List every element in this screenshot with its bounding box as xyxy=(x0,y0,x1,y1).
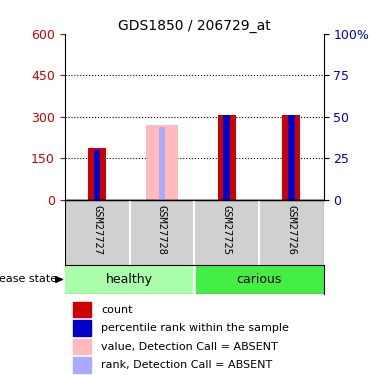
Bar xyxy=(73,321,91,336)
Title: GDS1850 / 206729_at: GDS1850 / 206729_at xyxy=(118,19,270,33)
Bar xyxy=(159,127,165,200)
Text: percentile rank within the sample: percentile rank within the sample xyxy=(101,323,289,333)
Text: count: count xyxy=(101,304,132,315)
Bar xyxy=(218,115,236,200)
Text: GSM27727: GSM27727 xyxy=(92,205,102,255)
Bar xyxy=(288,115,295,200)
Bar xyxy=(145,125,178,200)
Bar xyxy=(73,339,91,354)
Text: rank, Detection Call = ABSENT: rank, Detection Call = ABSENT xyxy=(101,360,272,370)
Bar xyxy=(88,148,106,200)
Bar xyxy=(73,302,91,317)
Bar xyxy=(73,357,91,373)
Text: disease state: disease state xyxy=(0,274,57,285)
Bar xyxy=(94,150,100,200)
Bar xyxy=(282,115,300,200)
Bar xyxy=(65,265,194,294)
Text: GSM27725: GSM27725 xyxy=(222,205,232,255)
Bar xyxy=(194,265,324,294)
Text: GSM27726: GSM27726 xyxy=(286,205,296,255)
Text: value, Detection Call = ABSENT: value, Detection Call = ABSENT xyxy=(101,342,278,352)
Bar xyxy=(223,115,230,200)
Text: healthy: healthy xyxy=(106,273,153,286)
Text: GSM27728: GSM27728 xyxy=(157,205,167,255)
Text: carious: carious xyxy=(236,273,282,286)
